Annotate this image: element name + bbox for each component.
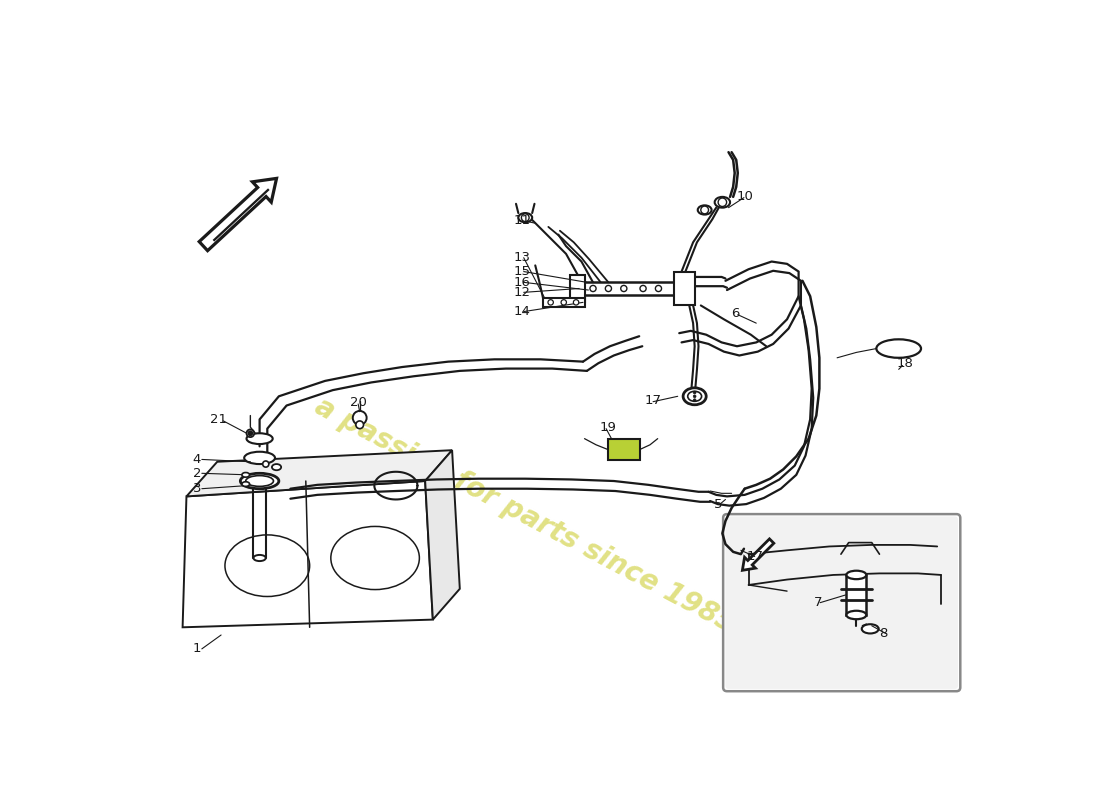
Ellipse shape <box>846 570 867 579</box>
Ellipse shape <box>683 388 706 405</box>
Bar <box>582 282 682 294</box>
Circle shape <box>573 300 579 305</box>
FancyArrow shape <box>742 539 773 570</box>
Circle shape <box>718 198 727 206</box>
Circle shape <box>590 286 596 291</box>
Circle shape <box>355 421 364 429</box>
Ellipse shape <box>244 452 275 464</box>
Ellipse shape <box>242 473 250 477</box>
Text: 5: 5 <box>714 498 723 510</box>
Text: 15: 15 <box>514 265 530 278</box>
Text: 13: 13 <box>514 251 530 264</box>
Bar <box>674 271 695 306</box>
Text: 12: 12 <box>514 286 530 299</box>
FancyBboxPatch shape <box>723 514 960 691</box>
Circle shape <box>521 214 529 222</box>
Circle shape <box>693 391 696 394</box>
Ellipse shape <box>697 206 712 214</box>
Bar <box>570 274 585 302</box>
Circle shape <box>548 300 553 305</box>
Text: 1: 1 <box>192 642 201 655</box>
Circle shape <box>656 286 661 291</box>
FancyArrow shape <box>212 188 270 242</box>
Bar <box>607 438 640 460</box>
Circle shape <box>561 300 566 305</box>
Ellipse shape <box>518 213 532 222</box>
Text: 7: 7 <box>814 596 823 609</box>
Polygon shape <box>425 450 460 619</box>
Ellipse shape <box>241 474 279 489</box>
Text: 10: 10 <box>737 190 754 202</box>
Circle shape <box>353 411 366 425</box>
Text: 11: 11 <box>514 214 530 227</box>
Ellipse shape <box>272 464 282 470</box>
Text: 4: 4 <box>192 453 201 466</box>
Ellipse shape <box>861 624 879 634</box>
Text: 14: 14 <box>514 305 530 318</box>
Circle shape <box>249 431 252 435</box>
Ellipse shape <box>715 197 730 208</box>
Circle shape <box>605 286 612 291</box>
Circle shape <box>620 286 627 291</box>
Ellipse shape <box>245 476 274 486</box>
Text: 17: 17 <box>645 394 661 406</box>
Text: 6: 6 <box>732 306 740 320</box>
Text: 2: 2 <box>192 467 201 480</box>
Circle shape <box>693 395 696 398</box>
Ellipse shape <box>253 555 266 561</box>
Text: 18: 18 <box>896 358 913 370</box>
FancyBboxPatch shape <box>726 517 958 689</box>
Circle shape <box>246 430 254 437</box>
Ellipse shape <box>242 482 250 486</box>
Circle shape <box>693 398 696 402</box>
Ellipse shape <box>246 434 273 444</box>
Ellipse shape <box>688 391 702 402</box>
Text: 3: 3 <box>192 482 201 495</box>
Circle shape <box>701 206 708 214</box>
Text: 21: 21 <box>209 413 227 426</box>
Text: 17: 17 <box>747 550 764 563</box>
Text: 20: 20 <box>350 396 366 409</box>
Bar <box>846 575 867 615</box>
Ellipse shape <box>331 526 419 590</box>
Text: a passion for parts since 1985: a passion for parts since 1985 <box>310 393 740 638</box>
Circle shape <box>263 461 268 467</box>
Polygon shape <box>186 450 452 496</box>
Text: 8: 8 <box>880 627 888 640</box>
FancyArrow shape <box>199 178 276 250</box>
Polygon shape <box>183 481 433 627</box>
Ellipse shape <box>846 610 867 619</box>
Circle shape <box>640 286 646 291</box>
Ellipse shape <box>877 339 921 358</box>
Ellipse shape <box>226 535 310 597</box>
Bar <box>543 298 585 307</box>
Text: 19: 19 <box>600 421 616 434</box>
Text: 16: 16 <box>514 276 530 289</box>
